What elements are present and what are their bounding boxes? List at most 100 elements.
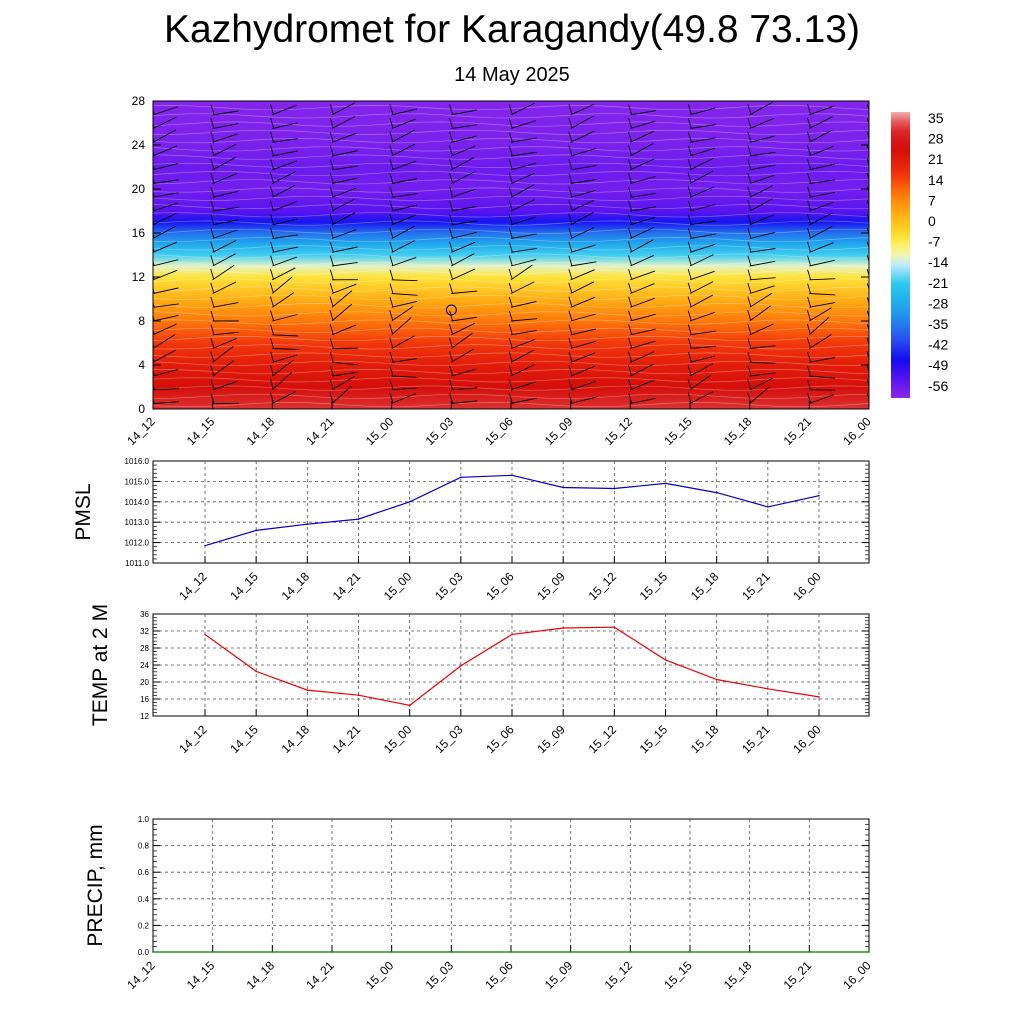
wind-barb-flag: [389, 379, 394, 390]
wind-barb: [153, 259, 179, 267]
wind-barb: [391, 335, 415, 349]
wind-barb-flag: [687, 338, 692, 349]
wind-barb-flag: [807, 241, 811, 252]
y-tick-label: 0.2: [138, 921, 150, 930]
data-point: [613, 487, 616, 490]
wind-barb-flag: [270, 241, 275, 253]
x-tick-label: 15_15: [661, 414, 695, 448]
x-tick-label: 15_21: [739, 722, 773, 756]
y-tick-label: 1016.0: [125, 457, 150, 466]
wind-barb-flag: [628, 145, 632, 156]
data-point: [460, 665, 462, 667]
wind-barb-flag: [270, 159, 275, 170]
wind-barb-flag: [568, 255, 573, 266]
x-tick-label: 15_18: [688, 722, 722, 756]
wind-barb-flag: [449, 365, 454, 376]
wind-barb: [689, 345, 716, 349]
wind-barb: [689, 124, 716, 129]
wind-barb: [630, 328, 656, 336]
wind-barb-flag: [628, 131, 632, 142]
data-point: [511, 633, 513, 636]
wind-barb-flag: [687, 351, 692, 363]
wind-barb-flag: [389, 255, 394, 266]
wind-barb-flag: [687, 282, 692, 294]
data-point: [306, 523, 309, 525]
wind-barb-flag: [153, 246, 155, 252]
wind-barb-flag: [329, 241, 334, 253]
wind-barb-flag: [568, 282, 573, 294]
wind-barb-flag: [449, 104, 454, 115]
wind-barb: [749, 305, 771, 322]
wind-barb: [510, 349, 535, 363]
wind-barb-flag: [210, 324, 215, 335]
wind-barb: [510, 264, 533, 281]
wind-barb-flag: [687, 228, 692, 239]
wind-barb-flag: [210, 158, 215, 170]
wind-barb: [510, 233, 537, 239]
wind-barb-flag: [449, 393, 454, 404]
wind-barb-flag: [807, 173, 812, 184]
x-tick-label: 15_15: [661, 958, 695, 992]
x-tick-label: 15_00: [363, 414, 397, 448]
wind-barb: [510, 137, 537, 143]
wind-barb: [630, 110, 657, 116]
wind-barb: [272, 122, 298, 129]
x-tick-label: 15_15: [637, 722, 671, 756]
wind-barb: [868, 224, 869, 225]
wind-barb-flag: [568, 241, 573, 253]
colorbar-label: 7: [928, 192, 936, 208]
wind-barb-flag: [449, 118, 454, 129]
wind-barb-flag: [329, 392, 334, 403]
colorbar: 35 28 21 14 7 0 -7 -14 -21 -28 -35 -42 -49 -56: [891, 110, 948, 398]
wind-barb: [570, 296, 595, 308]
wind-barb-flag: [153, 232, 155, 239]
x-tick-label: 15_21: [739, 569, 773, 603]
wind-barb: [153, 323, 177, 336]
wind-barb-flag: [508, 393, 513, 404]
x-tick-label: 15_06: [482, 958, 516, 992]
wind-barb: [272, 150, 298, 157]
wind-barb: [331, 290, 353, 308]
wind-barb: [868, 169, 869, 170]
wind-barb-flag: [210, 282, 215, 294]
wind-barb-flag: [153, 163, 155, 170]
wind-barb: [570, 281, 595, 294]
wind-barb-flag: [329, 255, 334, 266]
wind-barb-flag: [508, 324, 513, 335]
wind-barb: [212, 331, 239, 336]
wind-barb-flag: [329, 131, 334, 142]
data-point: [255, 670, 257, 673]
wind-barb: [868, 403, 869, 404]
wind-barb: [868, 334, 869, 335]
wind-barb: [868, 279, 869, 280]
wind-barb: [689, 330, 716, 336]
wind-barb: [391, 214, 416, 226]
wind-barb: [331, 150, 358, 157]
isotherm-line: [153, 278, 869, 284]
wind-barb-flag: [568, 393, 573, 404]
wind-barb-flag: [389, 269, 394, 280]
wind-barb-flag: [153, 191, 155, 198]
wind-barb: [153, 225, 177, 239]
wind-barb-flag: [329, 159, 334, 170]
data-point: [868, 951, 870, 953]
wind-barb: [272, 246, 298, 253]
wind-barb: [570, 165, 597, 171]
wind-barb: [809, 145, 834, 157]
wind-barb-flag: [210, 393, 215, 404]
wind-barb-flag: [807, 117, 811, 129]
y-tick-label: 12: [140, 712, 149, 721]
wind-barb: [331, 212, 356, 226]
wind-barb: [868, 196, 869, 198]
wind-barb: [331, 187, 357, 198]
wind-barb: [570, 365, 595, 377]
wind-barb: [510, 338, 536, 349]
y-tick-label: 12: [132, 270, 146, 284]
wind-barb: [749, 231, 776, 239]
wind-barb: [570, 115, 594, 129]
wind-barb-flag: [807, 392, 812, 404]
wind-barb-flag: [508, 172, 513, 184]
wind-barb: [451, 109, 477, 116]
isotherm-line: [153, 212, 869, 218]
isotherm-line: [153, 237, 869, 243]
